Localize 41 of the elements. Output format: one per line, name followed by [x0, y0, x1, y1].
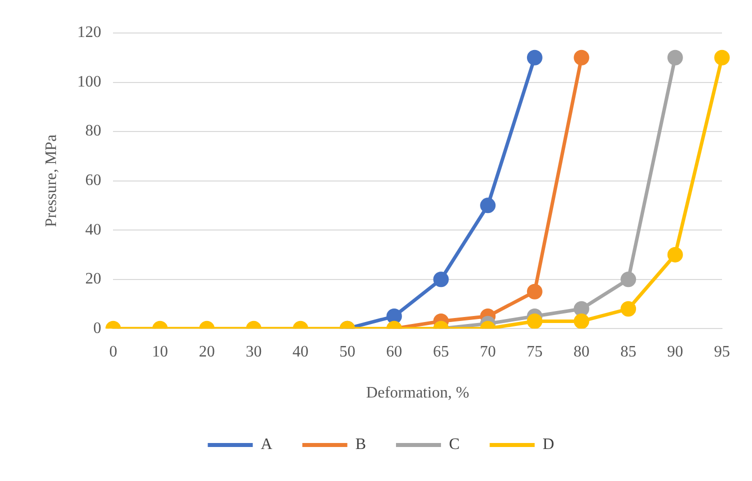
point: [667, 50, 683, 66]
x-tick-label: 0: [109, 343, 118, 360]
legend-label: C: [449, 436, 460, 454]
x-tick-label: 90: [667, 343, 684, 360]
x-tick-label: 20: [198, 343, 215, 360]
point: [526, 50, 542, 66]
point: [574, 313, 590, 329]
y-tick-label: 20: [85, 270, 102, 288]
legend-label: A: [260, 436, 273, 454]
point: [574, 301, 590, 317]
point: [480, 198, 496, 214]
y-tick-label: 60: [85, 172, 102, 190]
y-tick-label: 120: [77, 24, 102, 42]
point: [574, 50, 590, 66]
y-tick-label: 40: [85, 221, 102, 238]
y-tick-label: 0: [93, 320, 102, 337]
x-tick-label: 40: [292, 343, 309, 360]
point: [620, 301, 636, 317]
x-axis-title: Deformation, %: [366, 384, 470, 402]
x-tick-label: 80: [574, 343, 590, 360]
point: [526, 284, 542, 300]
y-tick-label: 100: [77, 73, 102, 90]
y-tick-label: 80: [85, 122, 102, 140]
y-axis-title: Pressure, MPa: [42, 134, 60, 228]
x-tick-label: 70: [480, 343, 496, 360]
point: [714, 50, 730, 66]
point: [433, 272, 449, 288]
x-tick-label: 50: [339, 343, 356, 360]
point: [386, 308, 402, 324]
x-tick-label: 75: [526, 343, 543, 360]
point: [667, 246, 683, 262]
x-tick-label: 95: [714, 343, 730, 360]
legend-label: D: [542, 436, 554, 454]
x-tick-label: 65: [433, 343, 450, 360]
x-tick-label: 60: [386, 343, 402, 360]
legend-label: B: [355, 436, 366, 454]
x-tick-label: 10: [152, 343, 168, 360]
x-tick-label: 30: [246, 343, 262, 360]
point: [620, 272, 636, 288]
point: [526, 313, 542, 329]
x-tick-label: 85: [620, 343, 636, 360]
